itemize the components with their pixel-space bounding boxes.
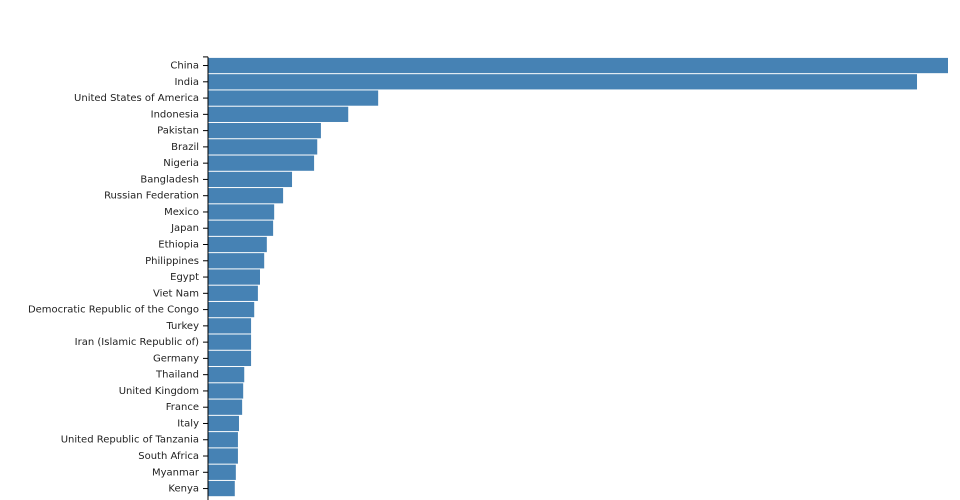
bar: [208, 106, 349, 122]
bar: [208, 432, 238, 448]
y-tick-label: Thailand: [155, 370, 199, 381]
bar: [208, 367, 245, 383]
y-tick-label: Germany: [153, 353, 199, 364]
bar: [208, 399, 243, 415]
bar: [208, 464, 236, 480]
bar: [208, 480, 235, 497]
y-tick-label: Mexico: [164, 207, 199, 218]
bar: [208, 415, 239, 432]
y-tick-label: United States of America: [74, 93, 199, 104]
y-tick-label: France: [166, 402, 199, 413]
bar: [208, 57, 948, 74]
bar: [208, 236, 267, 253]
y-tick-label: Philippines: [145, 256, 199, 267]
y-tick-label: Pakistan: [157, 126, 199, 137]
y-tick-label: Kenya: [168, 484, 199, 495]
y-tick-label: United Republic of Tanzania: [61, 435, 199, 446]
y-tick-label: Iran (Islamic Republic of): [75, 337, 199, 348]
y-tick-label: United Kingdom: [119, 386, 199, 397]
bar: [208, 253, 265, 269]
bar: [208, 74, 918, 90]
bar: [208, 171, 293, 188]
bar: [208, 269, 260, 285]
y-tick-label: China: [170, 61, 199, 72]
bar: [208, 220, 274, 236]
bar: [208, 334, 252, 350]
bar: [208, 285, 258, 301]
bar: [208, 122, 321, 139]
y-tick-label: Egypt: [170, 272, 199, 283]
y-tick-label: Viet Nam: [153, 288, 199, 299]
bar: [208, 90, 379, 106]
y-tick-label: Italy: [177, 418, 199, 429]
y-tick-label: Indonesia: [151, 109, 199, 120]
y-tick-label: Japan: [170, 223, 199, 234]
y-tick-label: Myanmar: [152, 467, 200, 478]
y-tick-label: Turkey: [165, 321, 199, 332]
y-tick-label: Democratic Republic of the Congo: [28, 305, 199, 316]
y-tick-label: Nigeria: [163, 158, 199, 169]
bar: [208, 188, 284, 204]
bar: [208, 301, 255, 318]
y-tick-label: Ethiopia: [158, 240, 199, 251]
bar: [208, 350, 252, 367]
y-tick-label: Russian Federation: [104, 191, 199, 202]
bar: [208, 139, 318, 155]
bar: [208, 155, 315, 171]
bar: [208, 204, 275, 220]
y-tick-label: India: [174, 77, 199, 88]
y-tick-label: Bangladesh: [140, 174, 199, 185]
bar: [208, 383, 244, 399]
bar: [208, 448, 238, 464]
bar: [208, 318, 252, 334]
y-tick-label: Brazil: [171, 142, 199, 153]
y-tick-label: South Africa: [138, 451, 199, 462]
